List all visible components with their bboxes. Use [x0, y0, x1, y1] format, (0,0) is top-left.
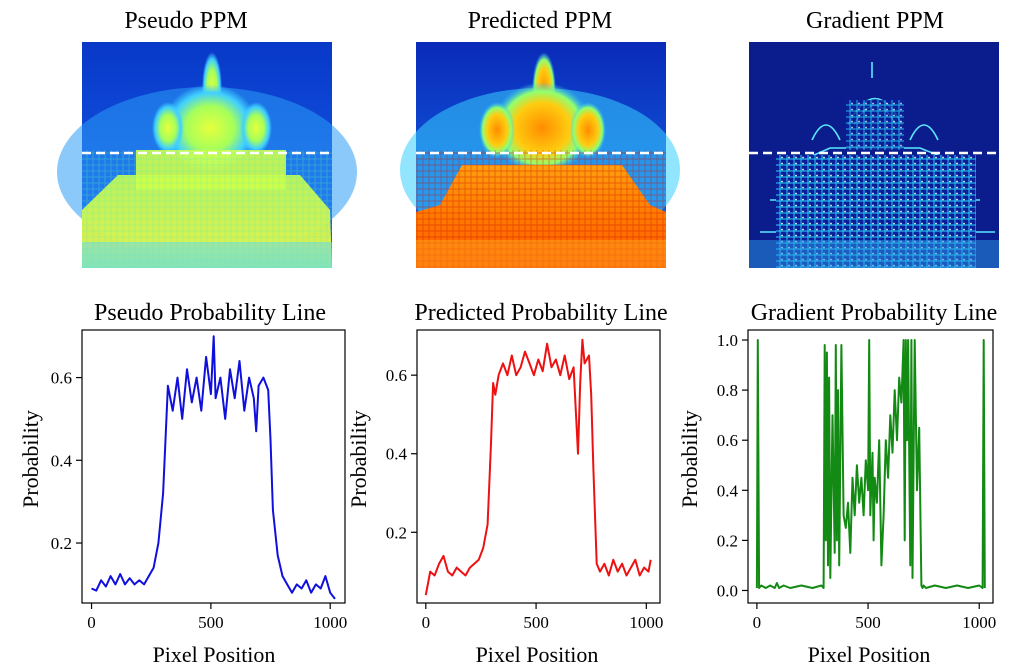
y-tick-label: 0.2: [386, 523, 407, 542]
predicted-ppm-panel: Predicted PPM: [400, 8, 680, 268]
series-line: [424, 338, 652, 596]
x-tick-label: 1000: [629, 613, 663, 632]
pseudo-chart-title: Pseudo Probability Line: [94, 300, 326, 326]
y-tick-label: 0.4: [51, 451, 73, 470]
x-tick-label: 0: [87, 613, 96, 632]
plot-frame: [747, 329, 994, 604]
x-tick-label: 500: [198, 613, 224, 632]
predicted-chart-title: Predicted Probability Line: [414, 300, 667, 326]
y-tick-label: 0.6: [51, 369, 72, 388]
x-tick-label: 500: [523, 613, 549, 632]
x-tick-label: 1000: [962, 613, 996, 632]
y-tick-label: 0.2: [717, 531, 738, 550]
pseudo-ppm-title: Pseudo PPM: [124, 8, 247, 34]
y-tick-label: 0.8: [717, 381, 738, 400]
y-tick-label: 0.6: [717, 431, 738, 450]
pseudo-xlabel: Pixel Position: [153, 642, 276, 667]
gradient-ppm-title: Gradient PPM: [806, 8, 944, 34]
gradient-chart-title: Gradient Probability Line: [751, 300, 998, 326]
y-tick-label: 0.4: [717, 481, 739, 500]
predicted-ppm-title: Predicted PPM: [468, 8, 613, 34]
pseudo-ylabel: Probability: [18, 410, 43, 508]
y-tick-label: 0.6: [386, 366, 407, 385]
predicted-xlabel: Pixel Position: [476, 642, 599, 667]
gradient-ppm-image: [749, 42, 999, 268]
pseudo-ppm-panel: Pseudo PPM: [57, 8, 357, 268]
predicted-line-chart: Predicted Probability Line Pixel Positio…: [346, 300, 668, 667]
pseudo-line-chart: Pseudo Probability Line Pixel Position P…: [18, 300, 347, 667]
plot-frame: [81, 329, 346, 604]
plot-frame: [416, 329, 661, 604]
gradient-ppm-panel: Gradient PPM: [749, 8, 999, 268]
series-line: [755, 339, 986, 589]
y-tick-label: 0.4: [386, 445, 408, 464]
pseudo-ppm-image: [57, 42, 357, 268]
gradient-xlabel: Pixel Position: [808, 642, 931, 667]
x-tick-label: 500: [855, 613, 881, 632]
predicted-ppm-image: [400, 42, 680, 268]
y-tick-label: 1.0: [717, 331, 738, 350]
series-line: [91, 335, 336, 600]
y-tick-label: 0.2: [51, 534, 72, 553]
gradient-ylabel: Probability: [677, 410, 702, 508]
x-tick-label: 0: [753, 613, 762, 632]
gradient-line-chart: Gradient Probability Line Pixel Position…: [677, 300, 997, 667]
x-tick-label: 0: [422, 613, 431, 632]
y-tick-label: 0.0: [717, 581, 738, 600]
heatmap-row: Pseudo PPM Predicted PPM: [57, 8, 999, 268]
x-tick-label: 1000: [313, 613, 347, 632]
predicted-ylabel: Probability: [346, 410, 371, 508]
